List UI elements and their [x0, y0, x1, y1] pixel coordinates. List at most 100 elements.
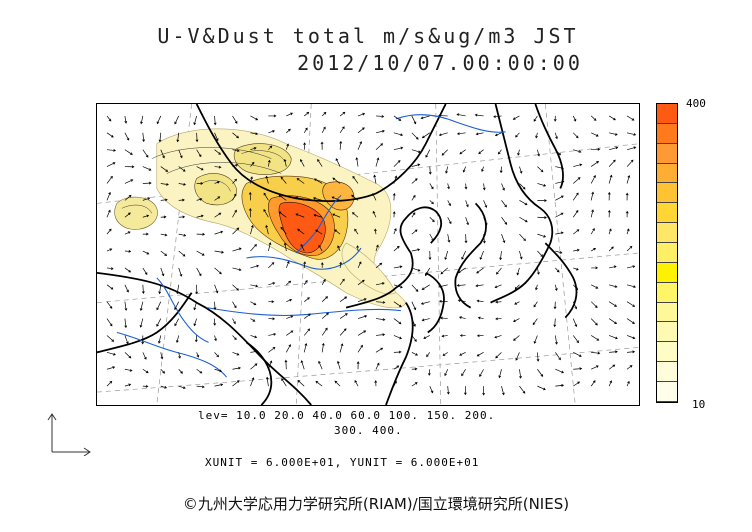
wind-arrow: [474, 113, 484, 117]
wind-arrow: [214, 267, 222, 275]
wind-arrow: [124, 383, 132, 387]
wind-arrow: [278, 194, 287, 201]
wind-arrow: [232, 178, 237, 184]
wind-arrow: [160, 267, 165, 277]
vector-scale-axes: [47, 413, 91, 456]
wind-arrow: [426, 352, 431, 358]
wind-arrow: [445, 166, 449, 174]
wind-arrow: [303, 328, 311, 336]
wind-arrow: [250, 224, 254, 235]
wind-arrow: [591, 351, 601, 355]
wind-arrow: [214, 250, 224, 254]
wind-arrow: [263, 192, 269, 201]
wind-arrow: [555, 267, 560, 273]
wind-arrow: [447, 183, 450, 190]
wind-arrow: [609, 284, 618, 288]
wind-arrow: [375, 114, 385, 118]
wind-arrow: [393, 160, 401, 167]
wind-arrow: [156, 301, 162, 311]
wind-arrow: [124, 132, 130, 141]
wind-arrow: [535, 284, 538, 291]
wind-arrow: [572, 192, 579, 201]
wind-arrow: [232, 115, 238, 124]
wind-arrow: [232, 335, 237, 341]
wind-arrow: [608, 159, 616, 167]
wind-arrow: [447, 234, 451, 243]
wind-arrow: [160, 166, 169, 172]
wind-arrow: [106, 191, 111, 201]
wind-arrow: [516, 267, 520, 276]
wind-arrow: [339, 126, 345, 134]
wind-arrow: [250, 115, 259, 121]
wind-arrow: [590, 161, 600, 167]
wind-arrow: [609, 132, 618, 136]
wind-arrow: [250, 147, 257, 151]
wind-arrow: [297, 228, 305, 235]
wind-arrow: [447, 217, 452, 225]
wind-arrow: [501, 200, 507, 208]
wind-arrow: [124, 115, 128, 124]
wind-arrow: [465, 217, 470, 226]
wind-arrow: [519, 233, 526, 242]
wind-arrow: [268, 300, 275, 304]
wind-arrow: [392, 211, 396, 218]
wind-arrow: [590, 209, 594, 218]
colorbar-min-label: 10: [692, 398, 706, 411]
wind-arrow: [475, 132, 484, 136]
wind-arrow: [514, 284, 520, 290]
wind-arrow: [375, 333, 386, 337]
wind-arrow: [482, 386, 486, 396]
wind-arrow: [464, 234, 468, 244]
wind-arrow: [476, 334, 484, 338]
wind-arrow: [411, 267, 421, 272]
wind-arrow: [513, 335, 520, 341]
wind-arrow: [356, 245, 360, 252]
wind-arrow: [590, 318, 598, 326]
wind-arrow: [178, 198, 185, 202]
wind-arrow: [124, 335, 129, 345]
wind-arrow: [590, 247, 597, 252]
wind-arrow: [232, 193, 237, 201]
wind-arrow: [285, 143, 290, 150]
wind-arrow: [554, 335, 558, 345]
wind-arrow: [411, 178, 418, 184]
wind-arrow: [591, 284, 599, 289]
wind-arrow: [393, 380, 397, 387]
wind-arrow: [590, 115, 597, 121]
wind-arrow: [321, 327, 328, 336]
wind-arrow: [429, 233, 434, 242]
wind-arrow: [411, 115, 417, 125]
wind-arrow: [572, 132, 579, 139]
wind-arrow: [459, 352, 466, 356]
wind-arrow: [553, 318, 557, 328]
wind-arrow: [357, 127, 365, 134]
wind-arrow: [214, 383, 224, 387]
wind-arrow: [608, 380, 613, 387]
wind-arrow: [456, 113, 466, 117]
wind-arrow: [286, 298, 293, 303]
wind-arrow: [555, 352, 561, 361]
wind-arrow: [591, 147, 601, 151]
wind-arrow: [334, 380, 341, 387]
wind-arrow: [106, 301, 113, 309]
wind-arrow: [286, 330, 294, 336]
wind-arrow: [421, 318, 430, 322]
wind-arrow: [438, 114, 448, 118]
wind-arrow: [476, 299, 484, 303]
wind-arrow: [196, 198, 203, 201]
wind-arrow: [411, 248, 421, 252]
wind-arrow: [263, 208, 269, 218]
wind-arrow: [478, 149, 484, 155]
wind-arrow: [590, 191, 595, 201]
wind-arrow: [106, 352, 116, 356]
wind-arrow: [281, 378, 287, 387]
wind-arrow: [512, 115, 520, 120]
wind-arrow: [493, 115, 502, 119]
wind-arrow: [196, 368, 203, 374]
wind-arrow: [375, 362, 380, 370]
wind-arrow: [590, 175, 596, 184]
wind-arrow: [284, 359, 288, 370]
wind-arrow: [393, 132, 404, 137]
wind-arrow: [428, 251, 432, 261]
wind-arrow: [250, 264, 260, 269]
